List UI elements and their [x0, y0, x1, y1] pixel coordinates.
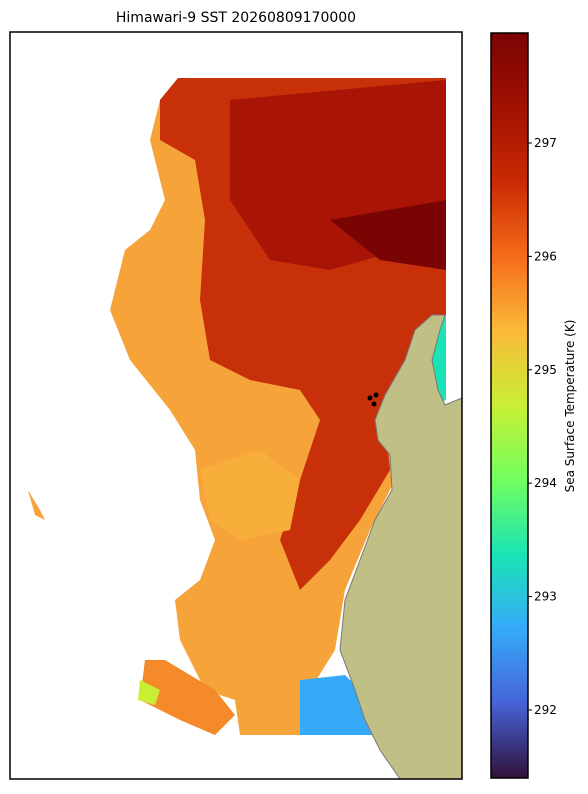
colorbar-tick-label: 296 [534, 249, 557, 263]
colorbar-tick-label: 295 [534, 363, 557, 377]
colorbar [490, 32, 529, 779]
sst-speck [28, 490, 45, 520]
colorbar-tick-label: 292 [534, 703, 557, 717]
marker [367, 395, 373, 401]
colorbar-tick-label: 294 [534, 476, 557, 490]
title: Himawari-9 SST 20260809170000 [116, 10, 356, 26]
marker [373, 392, 379, 398]
sst-mid [200, 450, 300, 540]
sst-field [28, 78, 462, 779]
sst-green [138, 680, 160, 705]
map-frame [9, 31, 463, 780]
colorbar-tick-label: 297 [534, 136, 557, 150]
marker [371, 401, 377, 407]
colorbar-label: Sea Surface Temperature (K) [563, 320, 577, 493]
colorbar-tick-label: 293 [534, 590, 557, 604]
sst-patch [140, 660, 235, 735]
land [339, 314, 462, 779]
sst-peak [330, 200, 446, 270]
